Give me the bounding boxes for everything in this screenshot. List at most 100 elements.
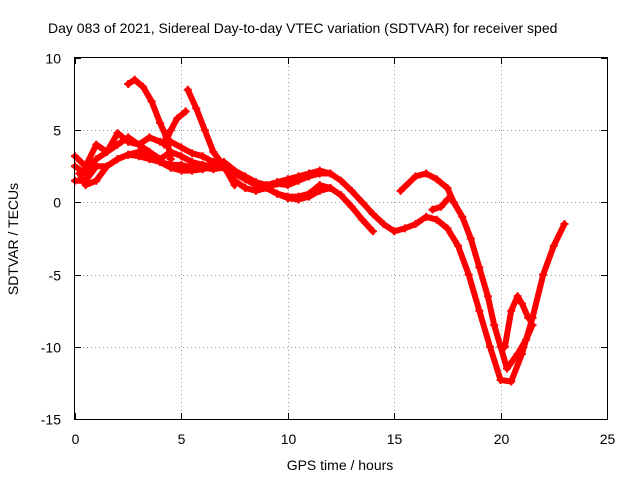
data-point-plus — [139, 82, 148, 91]
data-point-plus — [166, 163, 175, 172]
data-point-plus — [102, 147, 111, 156]
data-point-plus — [454, 241, 463, 250]
data-point-plus — [81, 181, 90, 190]
data-point-plus — [326, 183, 335, 192]
chart-title: Day 083 of 2021, Sidereal Day-to-day VTE… — [48, 20, 557, 36]
data-point-plus — [428, 205, 437, 214]
data-point-plus — [513, 350, 522, 359]
data-point-plus — [113, 129, 122, 138]
plot-series — [71, 75, 569, 386]
data-point-plus — [134, 140, 143, 149]
data-point-plus — [522, 335, 531, 344]
data-point-plus — [294, 172, 303, 181]
data-point-plus — [283, 175, 292, 184]
axis-ticks: 0 5 10 15 20 25 -15 -10 -5 0 5 10 — [41, 51, 616, 448]
data-point-plus — [483, 292, 492, 301]
data-point-plus — [294, 195, 303, 204]
data-point-plus — [458, 212, 467, 221]
data-point-plus — [466, 234, 475, 243]
series-trace — [161, 108, 189, 148]
data-point-plus — [283, 194, 292, 203]
series-track-7 — [183, 85, 239, 190]
series-track-9 — [500, 292, 533, 351]
data-point-plus — [464, 270, 473, 279]
data-point-plus — [411, 172, 420, 181]
data-point-plus — [156, 118, 165, 127]
x-tick-label: 5 — [178, 431, 186, 447]
data-point-plus — [475, 263, 484, 272]
y-tick-label: 5 — [53, 123, 61, 139]
data-point-plus — [92, 176, 101, 185]
y-tick-label: -5 — [49, 268, 62, 284]
data-point-plus — [124, 79, 133, 88]
data-point-plus — [422, 212, 431, 221]
y-tick-label: -10 — [41, 340, 61, 356]
data-point-plus — [130, 75, 139, 84]
data-point-plus — [81, 162, 90, 171]
data-point-plus — [188, 157, 197, 166]
x-axis-label: GPS time / hours — [287, 457, 394, 473]
data-point-plus — [524, 313, 533, 322]
data-point-plus — [177, 166, 186, 175]
data-point-plus — [358, 215, 367, 224]
data-point-plus — [507, 306, 516, 315]
data-point-plus — [337, 176, 345, 185]
plot-frame — [74, 57, 608, 420]
data-point-plus — [262, 183, 271, 192]
data-point-plus — [92, 155, 101, 164]
data-point-plus — [209, 162, 218, 171]
data-point-plus — [102, 162, 111, 171]
data-point-plus — [347, 186, 356, 195]
data-point-plus — [177, 143, 186, 152]
y-tick-label: 0 — [53, 195, 61, 211]
x-tick-label: 10 — [281, 431, 297, 447]
data-point-plus — [485, 342, 494, 351]
data-point-plus — [230, 181, 239, 190]
data-point-plus — [449, 198, 458, 207]
series-trace — [504, 322, 536, 372]
data-point-plus — [241, 183, 250, 192]
data-point-plus — [437, 202, 446, 211]
data-point-plus — [500, 342, 509, 351]
data-point-plus — [198, 152, 207, 161]
data-point-plus — [496, 376, 505, 385]
data-point-plus — [177, 152, 186, 161]
data-point-plus — [432, 215, 441, 224]
data-point-plus — [113, 140, 122, 149]
data-point-plus — [379, 220, 388, 229]
data-point-plus — [113, 155, 122, 164]
data-point-plus — [198, 165, 207, 174]
data-point-plus — [173, 114, 182, 123]
data-point-plus — [166, 126, 175, 135]
data-point-plus — [475, 306, 484, 315]
data-point-plus — [241, 175, 250, 184]
series-track-4 — [75, 147, 335, 204]
data-point-plus — [490, 321, 499, 330]
y-tick-label: -15 — [41, 412, 61, 428]
data-point-plus — [200, 126, 209, 135]
data-point-plus — [315, 166, 324, 175]
data-point-plus — [305, 169, 314, 178]
data-point-plus — [396, 186, 405, 195]
y-axis-label: SDTVAR / TECUs — [5, 183, 21, 295]
data-point-plus — [251, 179, 260, 188]
data-point-plus — [400, 224, 409, 233]
data-point-plus — [358, 198, 367, 207]
series-track-6 — [160, 107, 190, 149]
data-point-plus — [502, 364, 511, 373]
data-point-plus — [92, 140, 101, 149]
data-point-plus — [347, 202, 356, 211]
data-point-plus — [188, 149, 197, 158]
x-tick-label: 25 — [600, 431, 616, 447]
series-track-11 — [428, 195, 452, 214]
data-point-plus — [305, 192, 314, 201]
x-tick-label: 0 — [72, 431, 80, 447]
x-tick-label: 15 — [387, 431, 403, 447]
data-point-plus — [188, 166, 197, 175]
data-point-plus — [513, 292, 522, 301]
data-point-plus — [147, 97, 156, 106]
data-point-plus — [411, 220, 420, 229]
data-point-plus — [443, 183, 452, 192]
